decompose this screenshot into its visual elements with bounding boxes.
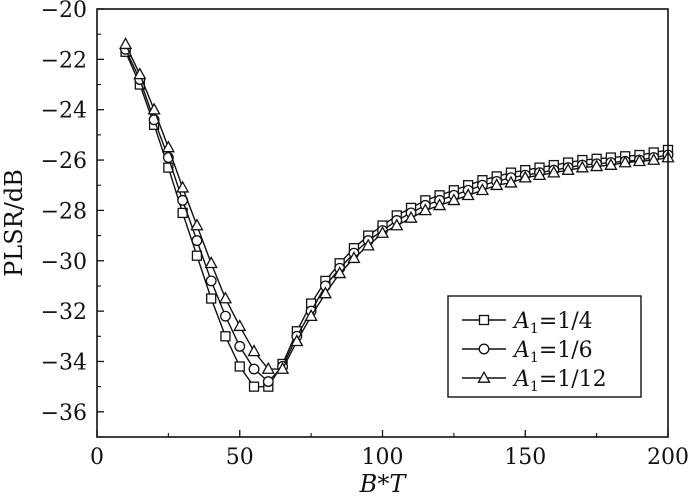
y-tick-label: −24 <box>41 99 87 124</box>
data-point <box>618 155 632 168</box>
data-point <box>262 376 274 388</box>
x-axis: 0 50 100 150 200 <box>90 430 689 470</box>
data-point <box>375 225 390 238</box>
x-tick-label: 200 <box>647 445 689 470</box>
data-point <box>518 170 532 183</box>
data-point <box>404 210 418 223</box>
data-point <box>561 162 575 175</box>
y-tick-label: −36 <box>41 401 87 426</box>
data-point <box>163 162 174 173</box>
legend-label: A1=1/4 <box>512 309 593 337</box>
legend-marker <box>478 314 490 326</box>
data-point <box>547 165 561 178</box>
data-point <box>490 178 504 191</box>
x-tick-label: 100 <box>362 445 404 470</box>
data-point <box>220 331 231 342</box>
data-point <box>532 168 547 181</box>
data-point <box>504 175 518 188</box>
legend-label: A1=1/6 <box>512 338 593 366</box>
data-point <box>590 159 604 172</box>
legend-label: A1=1/12 <box>512 367 607 395</box>
y-tick-label: −22 <box>41 48 87 73</box>
data-point <box>333 266 347 279</box>
y-tick-label: −20 <box>41 0 87 23</box>
data-point <box>205 275 217 287</box>
series-triangle <box>118 37 675 374</box>
data-point <box>261 361 275 374</box>
data-point <box>275 361 290 374</box>
y-axis-label: PLSR/dB <box>0 169 28 277</box>
y-tick-label: −30 <box>41 250 87 275</box>
data-point <box>461 188 475 201</box>
data-point <box>447 193 461 206</box>
data-point <box>176 180 190 193</box>
x-tick-label: 50 <box>226 445 254 470</box>
data-point <box>234 340 246 352</box>
data-point <box>247 344 261 357</box>
data-point <box>248 363 260 375</box>
x-tick-label: 0 <box>90 445 104 470</box>
x-tick-label: 150 <box>504 445 546 470</box>
data-point <box>147 102 161 115</box>
data-point <box>133 67 147 80</box>
data-point <box>318 286 332 299</box>
data-point <box>191 235 203 247</box>
data-point <box>347 251 361 264</box>
data-point <box>433 198 447 211</box>
x-axis-label: B*T <box>359 470 408 497</box>
data-point <box>234 361 245 372</box>
y-tick-label: −28 <box>41 199 87 224</box>
data-point <box>206 293 217 304</box>
plot-frame <box>96 8 669 438</box>
legend-item: A1=1/4 <box>462 309 593 337</box>
data-point <box>475 183 490 196</box>
data-point <box>304 309 318 322</box>
data-point <box>248 381 260 392</box>
data-point <box>190 218 204 231</box>
data-point <box>290 334 304 347</box>
data-point <box>218 291 233 304</box>
plot-area <box>118 37 675 392</box>
data-point <box>418 203 432 216</box>
data-point <box>161 140 175 153</box>
y-tick-label: −32 <box>41 300 87 325</box>
data-point <box>575 160 589 173</box>
legend-marker <box>477 370 491 383</box>
y-axis: −36 −34 −32 −30 −28 −26 −24 −22 −20 <box>41 0 104 438</box>
legend-item: A1=1/6 <box>462 338 593 366</box>
legend-marker <box>478 343 490 355</box>
data-point <box>191 250 203 261</box>
data-point <box>361 238 375 251</box>
legend-item: A1=1/12 <box>462 367 607 395</box>
data-point <box>390 218 404 231</box>
y-tick-label: −34 <box>41 350 87 375</box>
data-point <box>632 154 647 167</box>
data-point <box>118 37 133 50</box>
data-point <box>604 157 618 170</box>
data-point <box>647 152 661 165</box>
y-tick-label: −26 <box>41 149 87 174</box>
data-point <box>204 256 218 269</box>
data-point <box>233 319 247 332</box>
data-point <box>220 310 231 322</box>
legend: A1=1/4A1=1/6A1=1/12 <box>447 295 642 398</box>
